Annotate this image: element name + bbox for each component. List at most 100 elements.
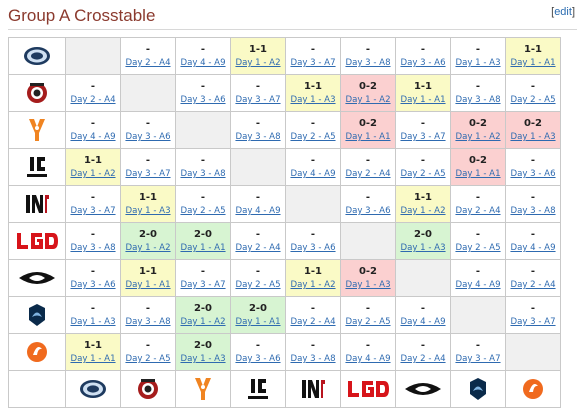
match-cell: - Day 3 - A8	[450, 74, 506, 112]
match-day-link[interactable]: Day 4 - A9	[400, 317, 446, 327]
match-day-link[interactable]: Day 3 - A8	[510, 206, 556, 216]
match-day-link[interactable]: Day 2 - A5	[345, 317, 391, 327]
match-day-link[interactable]: Day 1 - A3	[70, 317, 116, 327]
match-day-link[interactable]: Day 2 - A4	[70, 95, 116, 105]
evil-geniuses-logo[interactable]	[22, 45, 52, 67]
match-day-link[interactable]: Day 1 - A3	[400, 243, 446, 253]
match-cell: 0-2 Day 1 - A1	[340, 111, 396, 149]
infamous-logo[interactable]	[300, 377, 326, 401]
match-day-link[interactable]: Day 2 - A4	[455, 206, 501, 216]
match-day-link[interactable]: Day 1 - A3	[510, 132, 556, 142]
match-day-link[interactable]: Day 1 - A2	[70, 169, 116, 179]
match-day-link[interactable]: Day 1 - A1	[70, 354, 116, 364]
orange-logo[interactable]	[521, 376, 545, 402]
match-day-link[interactable]: Day 1 - A1	[345, 132, 391, 142]
match-day-link[interactable]: Day 4 - A9	[290, 169, 336, 179]
match-day-link[interactable]: Day 3 - A7	[290, 58, 336, 68]
ig-logo[interactable]	[25, 154, 49, 180]
match-day-link[interactable]: Day 1 - A3	[345, 280, 391, 290]
match-day-link[interactable]: Day 3 - A7	[510, 317, 556, 327]
match-day-link[interactable]: Day 2 - A4	[125, 58, 171, 68]
match-day-link[interactable]: Day 1 - A3	[290, 95, 336, 105]
match-score: -	[475, 192, 481, 203]
match-day-link[interactable]: Day 1 - A3	[125, 206, 171, 216]
match-day-link[interactable]: Day 4 - A9	[455, 280, 501, 290]
match-day-link[interactable]: Day 3 - A7	[400, 132, 446, 142]
match-day-link[interactable]: Day 2 - A5	[510, 95, 556, 105]
match-day-link[interactable]: Day 3 - A7	[235, 95, 281, 105]
secret-logo[interactable]	[403, 379, 443, 399]
match-day-link[interactable]: Day 1 - A2	[345, 95, 391, 105]
fnatic-logo[interactable]	[192, 376, 214, 402]
match-day-link[interactable]: Day 4 - A9	[70, 132, 116, 142]
match-score: -	[90, 81, 96, 92]
match-day-link[interactable]: Day 3 - A8	[455, 95, 501, 105]
match-day-link[interactable]: Day 2 - A4	[400, 354, 446, 364]
match-day-link[interactable]: Day 3 - A8	[125, 317, 171, 327]
match-day-link[interactable]: Day 2 - A5	[455, 243, 501, 253]
match-day-link[interactable]: Day 1 - A2	[290, 280, 336, 290]
match-day-link[interactable]: Day 1 - A2	[235, 58, 281, 68]
match-day-link[interactable]: Day 3 - A6	[180, 95, 226, 105]
match-day-link[interactable]: Day 2 - A5	[125, 354, 171, 364]
match-day-link[interactable]: Day 1 - A3	[180, 354, 226, 364]
liquid-logo[interactable]	[466, 376, 490, 402]
match-day-link[interactable]: Day 2 - A5	[290, 132, 336, 142]
match-day-link[interactable]: Day 1 - A1	[400, 95, 446, 105]
evil-geniuses-logo[interactable]	[78, 378, 108, 400]
match-day-link[interactable]: Day 2 - A4	[290, 317, 336, 327]
match-day-link[interactable]: Day 2 - A5	[400, 169, 446, 179]
secret-logo[interactable]	[17, 268, 57, 288]
lgd-logo[interactable]	[346, 379, 390, 399]
match-day-link[interactable]: Day 4 - A9	[180, 58, 226, 68]
match-day-link[interactable]: Day 3 - A7	[125, 169, 171, 179]
lgd-logo[interactable]	[15, 231, 59, 251]
match-day-link[interactable]: Day 3 - A7	[70, 206, 116, 216]
match-day-link[interactable]: Day 1 - A2	[125, 243, 171, 253]
match-day-link[interactable]: Day 1 - A2	[400, 206, 446, 216]
match-day-link[interactable]: Day 3 - A6	[510, 169, 556, 179]
match-day-link[interactable]: Day 4 - A9	[510, 243, 556, 253]
match-day-link[interactable]: Day 3 - A6	[400, 58, 446, 68]
match-day-link[interactable]: Day 1 - A1	[455, 169, 501, 179]
match-cell: 0-2 Day 1 - A2	[340, 74, 396, 112]
match-day-link[interactable]: Day 1 - A3	[455, 58, 501, 68]
match-day-link[interactable]: Day 3 - A6	[235, 354, 281, 364]
fnatic-logo[interactable]	[26, 117, 48, 143]
match-day-link[interactable]: Day 1 - A1	[235, 317, 281, 327]
match-day-link[interactable]: Day 3 - A8	[70, 243, 116, 253]
ig-logo[interactable]	[246, 376, 270, 402]
match-cell: - Day 3 - A6	[505, 148, 561, 186]
edit-link[interactable]: edit	[554, 6, 572, 18]
match-day-link[interactable]: Day 3 - A8	[180, 169, 226, 179]
match-day-link[interactable]: Day 3 - A6	[345, 206, 391, 216]
match-day-link[interactable]: Day 2 - A4	[235, 243, 281, 253]
match-day-link[interactable]: Day 4 - A9	[235, 206, 281, 216]
empire-logo[interactable]	[137, 377, 159, 401]
match-day-link[interactable]: Day 1 - A2	[455, 132, 501, 142]
liquid-logo[interactable]	[25, 302, 49, 328]
match-day-link[interactable]: Day 3 - A8	[290, 354, 336, 364]
match-day-link[interactable]: Day 3 - A6	[290, 243, 336, 253]
match-day-link[interactable]: Day 3 - A7	[180, 280, 226, 290]
match-day-link[interactable]: Day 1 - A2	[180, 317, 226, 327]
match-day-link[interactable]: Day 3 - A7	[455, 354, 501, 364]
match-day-link[interactable]: Day 3 - A6	[70, 280, 116, 290]
match-day-link[interactable]: Day 1 - A1	[180, 243, 226, 253]
orange-logo[interactable]	[25, 339, 49, 365]
match-score: -	[90, 303, 96, 314]
empire-logo[interactable]	[26, 81, 48, 105]
match-day-link[interactable]: Day 2 - A5	[235, 280, 281, 290]
match-day-link[interactable]: Day 4 - A9	[345, 354, 391, 364]
match-day-link[interactable]: Day 3 - A8	[345, 58, 391, 68]
match-day-link[interactable]: Day 3 - A6	[125, 132, 171, 142]
match-score: 2-0	[413, 229, 433, 240]
match-day-link[interactable]: Day 2 - A4	[345, 169, 391, 179]
infamous-logo[interactable]	[24, 192, 50, 216]
match-cell: - Day 2 - A5	[175, 185, 231, 223]
match-day-link[interactable]: Day 2 - A5	[180, 206, 226, 216]
match-day-link[interactable]: Day 1 - A1	[510, 58, 556, 68]
match-day-link[interactable]: Day 2 - A4	[510, 280, 556, 290]
match-day-link[interactable]: Day 3 - A8	[235, 132, 281, 142]
match-day-link[interactable]: Day 1 - A1	[125, 280, 171, 290]
